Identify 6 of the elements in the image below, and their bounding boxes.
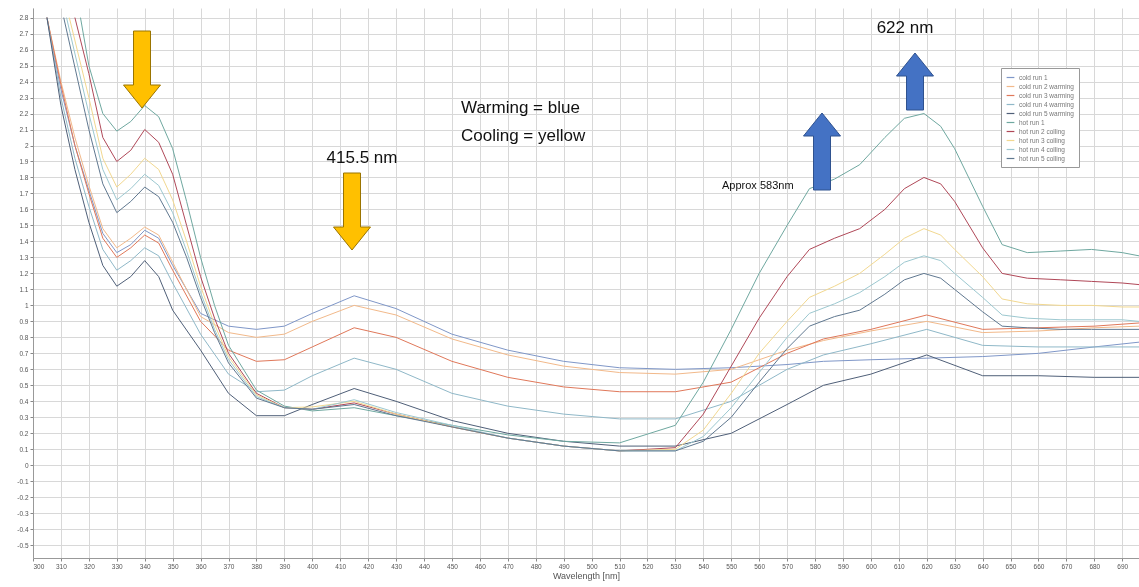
annotation: Approx 583nm <box>722 179 794 191</box>
x-axis-title: Wavelength [nm] <box>552 571 621 581</box>
annotation: Warming = blue <box>461 98 580 117</box>
annotation: 622 nm <box>876 18 934 37</box>
annotation: Cooling = yellow <box>461 126 586 145</box>
annotation: 415.5 nm <box>326 148 398 167</box>
